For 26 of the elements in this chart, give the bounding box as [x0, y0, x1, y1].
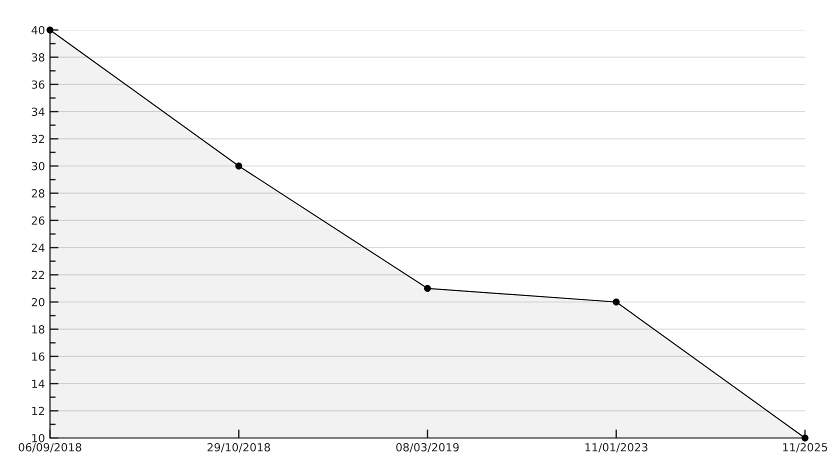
- y-tick-label: 24: [32, 244, 45, 252]
- y-tick-label: 16: [32, 352, 44, 361]
- point: [612, 298, 620, 306]
- x-tick-label: 11/01/2023: [585, 443, 648, 452]
- x-tick-label: 11/2025: [783, 443, 828, 452]
- y-tick-label: 36: [32, 80, 44, 89]
- point: [802, 434, 808, 442]
- x-tick-label: 06/09/2018: [18, 443, 82, 452]
- y-tick-label: 14: [32, 380, 45, 388]
- y-tick-label: 26: [32, 216, 44, 225]
- x-tick-label: 29/10/2018: [208, 443, 270, 452]
- y-tick-label: 30: [32, 162, 44, 170]
- point: [424, 284, 431, 292]
- y-tick-label: 20: [32, 298, 44, 306]
- y-tick-label: 32: [32, 134, 44, 144]
- x-tick-label: 08/03/2019: [396, 443, 459, 452]
- y-tick-label: 38: [32, 53, 44, 62]
- y-tick-label: 10: [32, 434, 44, 442]
- y-tick-label: 18: [32, 325, 44, 334]
- y-tick-label: 40: [32, 26, 44, 34]
- point: [46, 26, 54, 34]
- y-tick-label: 28: [32, 189, 44, 198]
- y-tick-label: 12: [32, 406, 44, 416]
- y-tick-label: 22: [32, 270, 44, 280]
- y-tick-label: 34: [32, 108, 45, 116]
- point: [235, 162, 242, 170]
